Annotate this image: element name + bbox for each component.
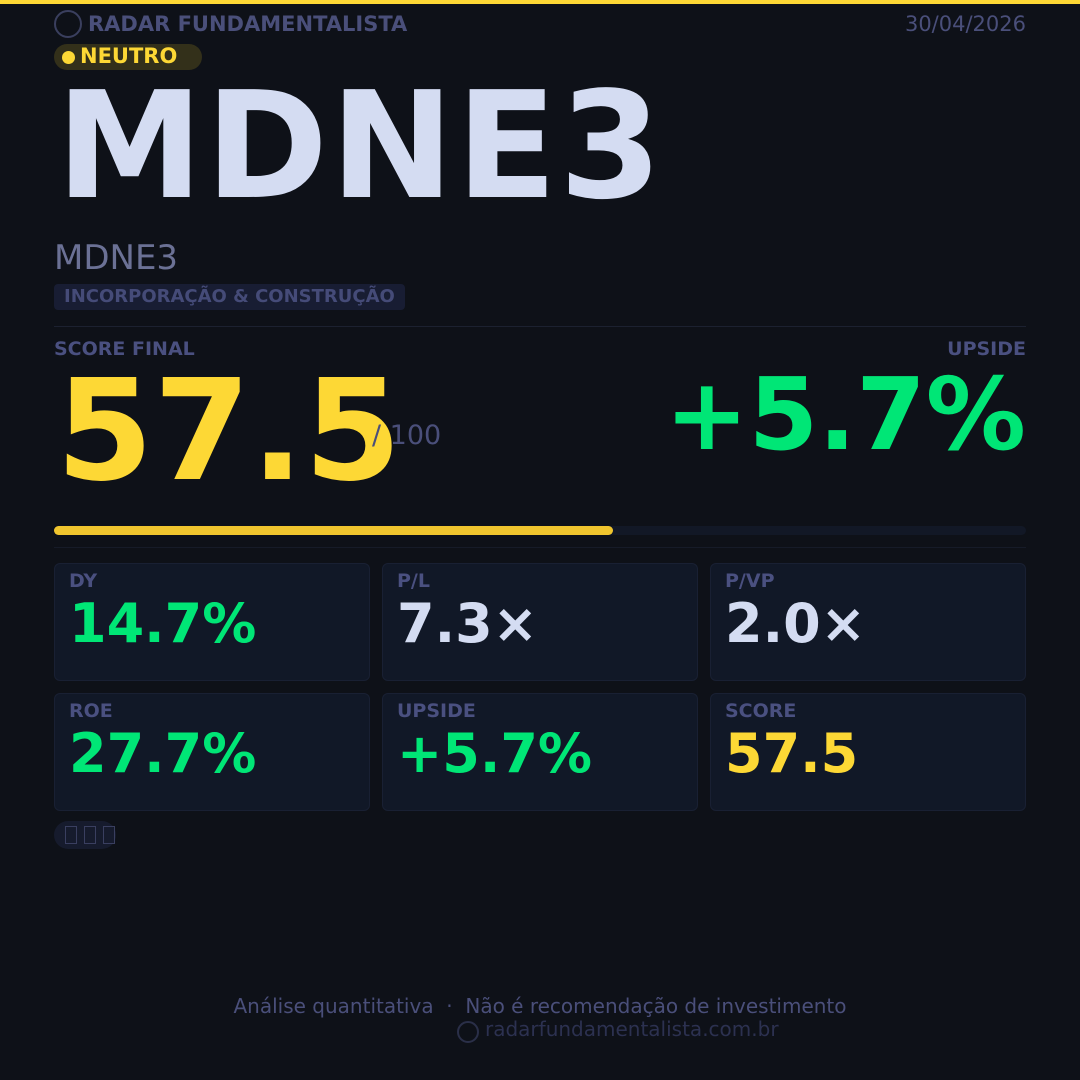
icon-row — [54, 821, 116, 849]
score-label: SCORE FINAL — [54, 338, 195, 360]
icon — [84, 826, 96, 844]
score-track — [54, 526, 1026, 535]
icon — [103, 826, 115, 844]
upside-label: UPSIDE — [947, 338, 1026, 360]
logo-small — [457, 1021, 479, 1043]
badge-text: NEUTRO — [80, 44, 178, 68]
sector: INCORPORAÇÃO & CONSTRUÇÃO — [54, 284, 405, 310]
badge-dot — [62, 51, 75, 64]
metric-value: +5.7% — [397, 722, 593, 785]
metric-card: SCORE 57.5 — [710, 693, 1026, 811]
metric-label: DY — [69, 570, 98, 592]
divider — [54, 547, 1026, 548]
metric-value: 2.0× — [725, 592, 866, 655]
date: 30/04/2026 — [904, 12, 1026, 36]
metric-label: UPSIDE — [397, 700, 476, 722]
brand: RADAR FUNDAMENTALISTA — [88, 12, 408, 36]
disclaimer: Análise quantitativa · Não é recomendaçã… — [233, 994, 847, 1018]
divider — [54, 326, 1026, 327]
metric-label: SCORE — [725, 700, 797, 722]
metric-value: 57.5 — [725, 722, 859, 785]
company: MDNE3 — [54, 238, 179, 278]
score-bar — [54, 526, 613, 535]
metric-card: ROE 27.7% — [54, 693, 370, 811]
metric-label: P/L — [397, 570, 430, 592]
metric-label: P/VP — [725, 570, 775, 592]
metric-card: P/L 7.3× — [382, 563, 698, 681]
metric-value: 14.7% — [69, 592, 257, 655]
icon — [65, 826, 77, 844]
badge: NEUTRO — [54, 44, 202, 70]
metric-card: UPSIDE +5.7% — [382, 693, 698, 811]
metric-value: 7.3× — [397, 592, 538, 655]
upside-value: +5.7% — [664, 356, 1026, 473]
metric-value: 27.7% — [69, 722, 257, 785]
ticker: MDNE3 — [56, 60, 665, 232]
score-value: 57.5 — [56, 350, 402, 513]
logo — [54, 10, 82, 38]
metric-card: P/VP 2.0× — [710, 563, 1026, 681]
metric-card: DY 14.7% — [54, 563, 370, 681]
score-max: / 100 — [372, 420, 442, 451]
metric-label: ROE — [69, 700, 113, 722]
site: radarfundamentalista.com.br — [485, 1017, 779, 1041]
